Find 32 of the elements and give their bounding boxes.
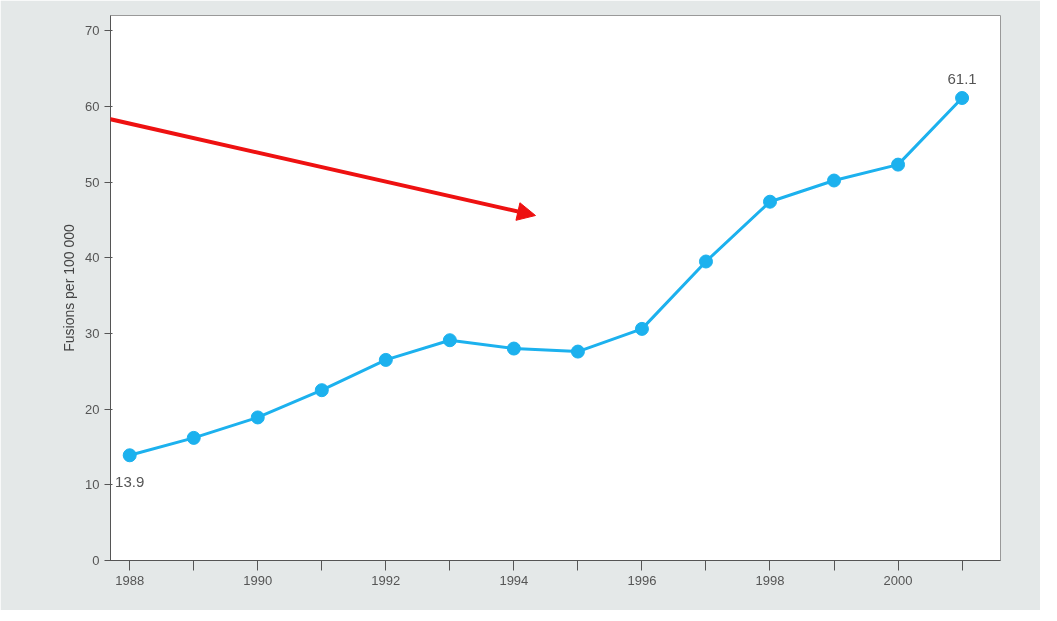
y-tick-label: 40 [85,250,100,266]
point [698,254,713,269]
x-tick-label: 2000 [883,572,913,588]
y-tick-label: 70 [85,23,100,39]
x-tick-label: 1990 [243,572,273,588]
y-tick-label: 0 [92,553,100,568]
y-axis-title: Fusions per 100 000 [61,223,78,352]
point [763,194,777,209]
data-label: 13.9 [115,473,145,491]
point [186,430,201,445]
data-label: 61.1 [947,70,977,88]
y-tick-label: 10 [85,477,100,493]
point [122,448,137,463]
x-tick-label: 1988 [115,572,145,588]
point [827,173,842,188]
y-tick-label: 60 [85,98,100,114]
point [314,383,329,398]
y-tick-label: 30 [85,325,100,341]
point [378,352,393,367]
point [442,333,457,348]
point [570,344,585,359]
x-tick-label: 1992 [371,572,401,588]
point [250,410,265,425]
y-tick-label: 50 [85,174,100,190]
x-tick-label: 1994 [499,572,529,588]
point [634,321,649,336]
x-tick-label: 1998 [755,572,785,588]
point [955,91,970,105]
point [891,157,906,172]
point [506,341,521,356]
x-tick-label: 1996 [627,572,657,588]
y-tick-label: 20 [85,401,100,417]
